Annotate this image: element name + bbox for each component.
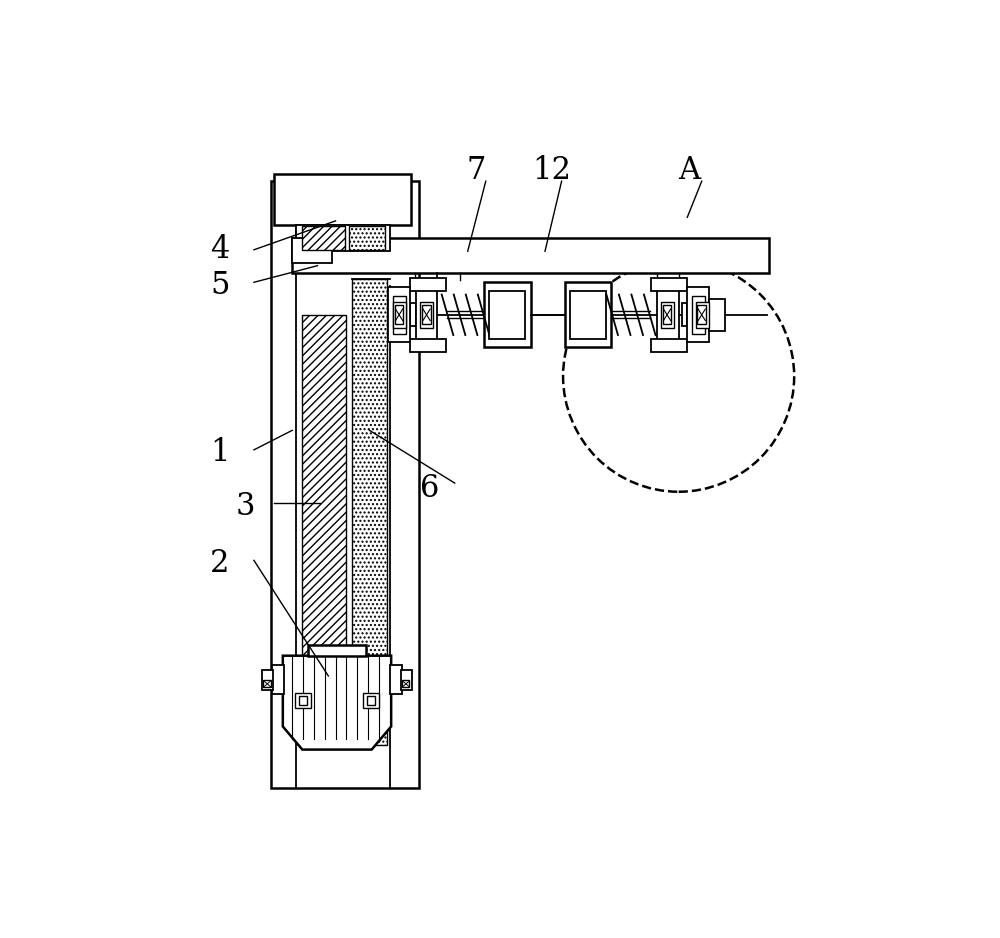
Text: 7: 7 [467, 155, 486, 186]
Text: 12: 12 [533, 155, 572, 186]
Text: A: A [678, 155, 701, 186]
Polygon shape [349, 226, 385, 250]
Polygon shape [308, 644, 366, 656]
Polygon shape [420, 302, 433, 327]
Polygon shape [272, 665, 284, 694]
Polygon shape [661, 302, 674, 327]
Polygon shape [271, 181, 419, 788]
Polygon shape [274, 174, 411, 224]
Polygon shape [363, 692, 379, 708]
Polygon shape [283, 656, 391, 749]
Polygon shape [295, 692, 311, 708]
Polygon shape [296, 224, 390, 251]
Polygon shape [682, 303, 687, 326]
Polygon shape [352, 279, 387, 745]
Polygon shape [410, 339, 446, 352]
Polygon shape [393, 302, 406, 327]
Polygon shape [393, 296, 406, 334]
Polygon shape [489, 291, 525, 339]
Text: 4: 4 [210, 234, 230, 265]
Polygon shape [401, 670, 412, 690]
Polygon shape [262, 670, 273, 690]
Polygon shape [709, 299, 725, 331]
Polygon shape [663, 306, 671, 325]
Polygon shape [410, 303, 416, 326]
Polygon shape [565, 282, 611, 347]
Polygon shape [692, 296, 705, 334]
Polygon shape [416, 280, 437, 350]
Text: 6: 6 [420, 473, 439, 504]
Polygon shape [263, 680, 271, 688]
Polygon shape [388, 287, 410, 342]
Polygon shape [651, 278, 687, 291]
Text: 3: 3 [236, 491, 255, 522]
Polygon shape [395, 306, 403, 325]
Polygon shape [570, 291, 606, 339]
Text: 5: 5 [210, 270, 230, 301]
Polygon shape [410, 278, 446, 291]
Polygon shape [292, 238, 332, 263]
Text: 1: 1 [210, 436, 230, 467]
Polygon shape [422, 306, 431, 325]
Polygon shape [651, 339, 687, 352]
Polygon shape [697, 306, 706, 325]
Polygon shape [687, 287, 709, 342]
Polygon shape [390, 665, 402, 694]
Polygon shape [367, 696, 375, 704]
Text: 2: 2 [210, 549, 230, 580]
Polygon shape [292, 238, 769, 273]
Polygon shape [484, 282, 531, 347]
Polygon shape [696, 302, 709, 327]
Polygon shape [402, 680, 409, 688]
Polygon shape [299, 696, 307, 704]
Polygon shape [302, 226, 345, 250]
Polygon shape [657, 280, 679, 350]
Polygon shape [302, 315, 346, 745]
